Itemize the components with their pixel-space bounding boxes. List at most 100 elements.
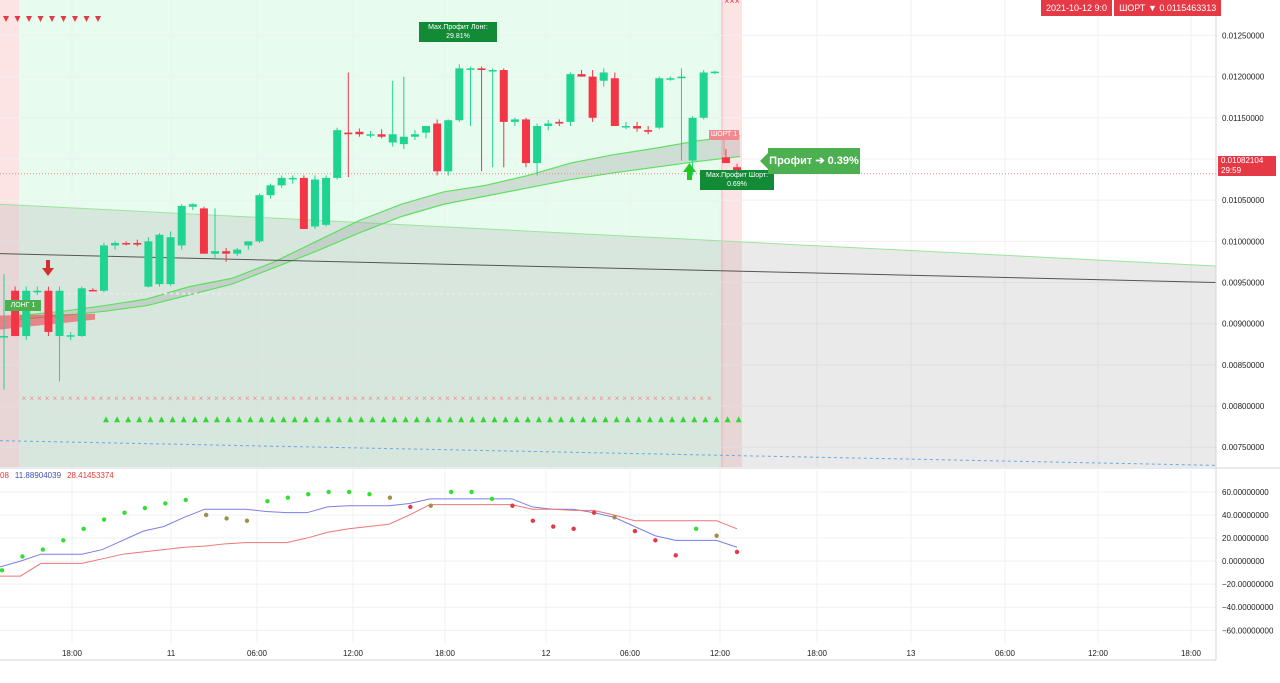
triangle-marker bbox=[491, 416, 498, 423]
candle-body bbox=[166, 237, 175, 285]
x-marker: × bbox=[22, 394, 27, 403]
time-tick: 12:00 bbox=[1088, 649, 1109, 658]
cloud-lower-line bbox=[19, 155, 741, 321]
price-tick: 0.00900000 bbox=[1222, 320, 1265, 329]
price-tick: 0.00750000 bbox=[1222, 443, 1265, 452]
triangle-marker bbox=[313, 416, 320, 423]
x-marker: × bbox=[668, 394, 673, 403]
triangle-marker bbox=[347, 416, 354, 423]
price-tick: 0.01250000 bbox=[1222, 31, 1265, 40]
indicator-dot bbox=[183, 497, 188, 503]
price-tick: 0.01200000 bbox=[1222, 73, 1265, 82]
price-tick: 0.00800000 bbox=[1222, 402, 1265, 411]
x-marker: × bbox=[322, 394, 327, 403]
trend-line bbox=[0, 253, 1217, 284]
triangle-marker bbox=[613, 416, 620, 423]
candle-body bbox=[22, 290, 31, 337]
triangle-marker bbox=[247, 416, 254, 423]
x-marker: × bbox=[268, 394, 273, 403]
x-marker: × bbox=[561, 394, 566, 403]
candle-body bbox=[710, 71, 719, 74]
triangle-marker bbox=[103, 416, 109, 423]
triangle-marker bbox=[269, 416, 276, 423]
legend-value-3: 28.41453374 bbox=[67, 471, 114, 480]
indicator-dot bbox=[632, 528, 638, 534]
indicator-dot bbox=[489, 496, 495, 502]
x-marker: × bbox=[414, 394, 419, 403]
x-marker: × bbox=[399, 394, 404, 403]
gray-band bbox=[0, 204, 1216, 467]
x-marker: × bbox=[638, 394, 643, 403]
triangle-marker bbox=[325, 416, 331, 423]
candle-body bbox=[488, 70, 497, 72]
indicator-legend: 08 11.88904039 28.41453374 bbox=[0, 471, 114, 480]
sell-triangle bbox=[14, 16, 21, 22]
x-marker: × bbox=[430, 394, 435, 403]
indicator-dot bbox=[20, 554, 25, 559]
x-marker: × bbox=[129, 394, 134, 403]
indicator-dot bbox=[734, 549, 740, 555]
triangle-marker bbox=[713, 416, 720, 423]
price-tick: 0.00850000 bbox=[1222, 361, 1265, 370]
x-marker: × bbox=[599, 394, 604, 403]
candle-body bbox=[566, 74, 575, 122]
indicator-dot bbox=[244, 518, 250, 523]
indicator-dot bbox=[693, 526, 699, 532]
candle-body bbox=[299, 177, 308, 229]
candle-body bbox=[99, 245, 108, 291]
price-tick: 0.01150000 bbox=[1222, 114, 1264, 123]
position-price: 0.0115463313 bbox=[1159, 3, 1217, 13]
time-tick: 06:00 bbox=[620, 649, 641, 658]
triangle-marker bbox=[724, 416, 731, 423]
x-marker: × bbox=[337, 394, 342, 403]
x-marker: × bbox=[484, 394, 489, 403]
x-marker: × bbox=[407, 394, 412, 403]
indicator-dot bbox=[387, 495, 393, 500]
x-marker: × bbox=[222, 394, 227, 403]
triangle-marker bbox=[524, 416, 531, 423]
indicator-dot bbox=[551, 524, 556, 529]
time-tick: 12:00 bbox=[343, 649, 364, 658]
indicator-dot bbox=[203, 512, 209, 518]
triangle-marker bbox=[735, 416, 742, 423]
x-marker: × bbox=[445, 394, 450, 403]
triangle-marker bbox=[691, 416, 698, 423]
indicator-dot bbox=[510, 503, 515, 508]
x-marker: × bbox=[137, 394, 142, 403]
candle-body bbox=[610, 78, 619, 127]
x-marker: × bbox=[91, 394, 96, 403]
candle-body bbox=[644, 130, 653, 132]
red-zone-right bbox=[722, 0, 742, 467]
candle-body bbox=[433, 123, 442, 172]
time-tick: 06:00 bbox=[995, 649, 1016, 658]
legend-value-2: 11.88904039 bbox=[14, 471, 62, 480]
candle-body bbox=[188, 204, 197, 207]
x-marker: × bbox=[461, 394, 466, 403]
current-price-badge: 0.01082104 29:59 bbox=[1218, 156, 1276, 176]
triangle-marker bbox=[702, 416, 709, 423]
position-badge: ШОРТ ▼ 0.0115463313 bbox=[1114, 0, 1222, 16]
x-marker: × bbox=[114, 394, 119, 403]
x-marker: × bbox=[60, 394, 65, 403]
x-marker: × bbox=[622, 394, 627, 403]
x-marker: × bbox=[699, 394, 704, 403]
x-marker: × bbox=[491, 394, 496, 403]
x-marker: × bbox=[153, 394, 158, 403]
time-tick: 13 bbox=[907, 649, 916, 658]
triangle-marker bbox=[547, 416, 553, 423]
legend-value-1: 08 bbox=[0, 471, 9, 480]
top-bar: 2021-10-12 9:0 ШОРТ ▼ 0.0115463313 bbox=[1041, 0, 1222, 16]
sell-triangle bbox=[60, 16, 67, 22]
candle-body bbox=[44, 290, 53, 332]
candle-body bbox=[621, 126, 630, 128]
time-tick: 12:00 bbox=[710, 649, 731, 658]
triangle-marker bbox=[569, 416, 576, 423]
candle-body bbox=[577, 74, 586, 77]
indicator-dot bbox=[367, 492, 372, 497]
max-profit-short-title: Max.Профит Шорт: bbox=[705, 172, 768, 179]
indicator-dot bbox=[265, 498, 270, 504]
x-marker: × bbox=[206, 394, 211, 403]
time-tick: 18:00 bbox=[1181, 649, 1202, 658]
x-marker: × bbox=[299, 394, 304, 403]
